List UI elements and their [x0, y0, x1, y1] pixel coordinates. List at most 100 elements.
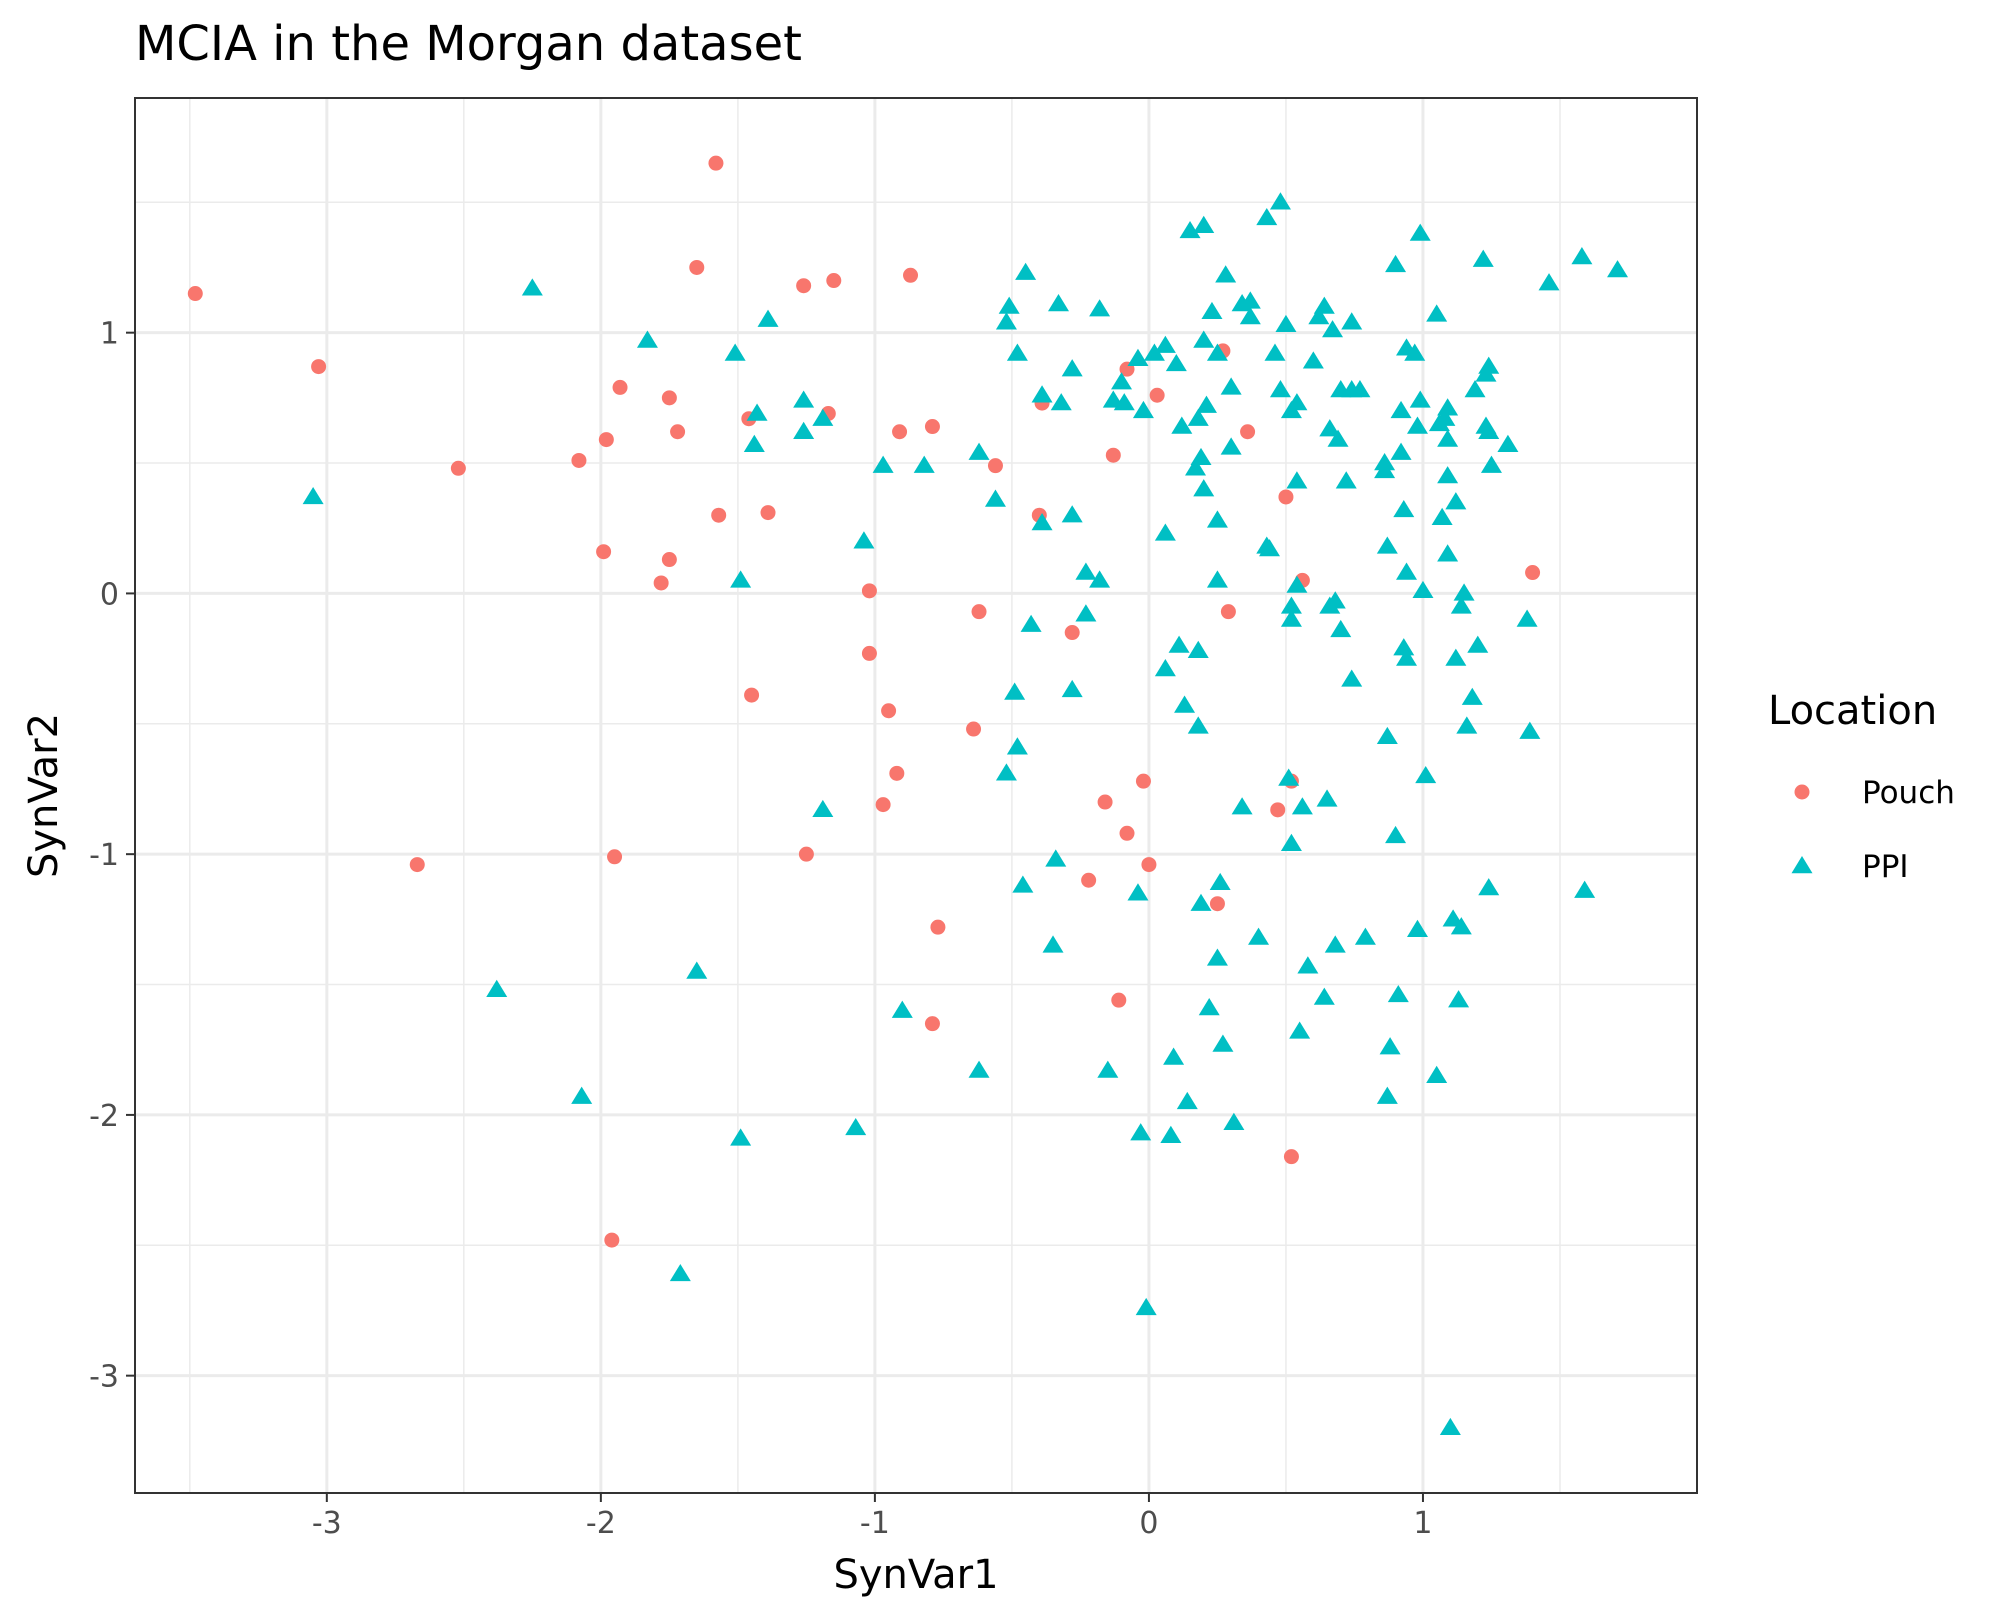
data-point-ppi — [1248, 927, 1270, 945]
data-point-ppi — [1231, 797, 1253, 815]
data-point-ppi — [1289, 1021, 1311, 1039]
data-point-ppi — [1269, 380, 1291, 398]
data-point-ppi — [1453, 583, 1475, 601]
data-point-pouch — [187, 286, 203, 302]
data-point-pouch — [892, 424, 908, 440]
data-point-ppi — [1286, 575, 1308, 593]
data-point-ppi — [1412, 580, 1434, 599]
data-point-ppi — [998, 296, 1020, 314]
data-point-pouch — [903, 267, 919, 283]
data-point-ppi — [746, 403, 768, 421]
data-point-ppi — [636, 330, 658, 348]
data-point-pouch — [612, 379, 628, 395]
data-point-pouch — [861, 645, 877, 661]
data-point-ppi — [1132, 400, 1154, 419]
data-point-ppi — [1497, 434, 1519, 452]
data-point-ppi — [1404, 343, 1426, 361]
data-point-ppi — [1004, 682, 1026, 700]
data-point-pouch — [598, 432, 614, 448]
data-point-pouch — [798, 846, 814, 862]
data-point-ppi — [1239, 307, 1261, 325]
plot-panel-background — [135, 98, 1697, 1493]
data-point-ppi — [1195, 395, 1217, 413]
data-point-pouch — [744, 687, 760, 703]
data-point-ppi — [1179, 220, 1201, 239]
data-point-ppi — [1376, 536, 1398, 554]
data-point-ppi — [1220, 437, 1242, 455]
data-point-ppi — [486, 979, 508, 997]
x-tick-label: -2 — [586, 1506, 616, 1541]
data-point-ppi — [968, 442, 990, 460]
data-point-ppi — [1385, 254, 1407, 273]
data-point-ppi — [793, 390, 815, 408]
data-point-ppi — [793, 421, 815, 439]
data-point-ppi — [1437, 429, 1459, 447]
data-point-pouch — [1149, 387, 1165, 403]
data-point-ppi — [812, 799, 834, 818]
data-point-ppi — [891, 1000, 913, 1018]
data-point-ppi — [730, 570, 752, 588]
data-point-ppi — [1269, 192, 1291, 210]
data-point-ppi — [1286, 393, 1308, 411]
data-point-ppi — [1264, 343, 1286, 361]
data-point-ppi — [1165, 353, 1187, 372]
data-point-ppi — [1445, 648, 1467, 666]
data-point-ppi — [1111, 372, 1133, 390]
data-point-ppi — [1259, 539, 1281, 557]
axis-ticks: -3 -2 -1 0 1 -3 -2 -1 0 1 — [89, 317, 1432, 1541]
data-point-pouch — [689, 259, 705, 275]
data-point-ppi — [1341, 312, 1363, 330]
data-point-ppi — [872, 455, 894, 473]
data-point-ppi — [1324, 935, 1346, 953]
data-point-ppi — [1434, 408, 1456, 426]
data-point-ppi — [1538, 273, 1560, 291]
grid — [135, 98, 1697, 1493]
y-tick-label: -3 — [89, 1360, 119, 1395]
data-point-pouch — [450, 460, 466, 476]
data-point-ppi — [1461, 687, 1483, 705]
data-point-pouch — [604, 1232, 620, 1248]
data-point-ppi — [1206, 343, 1228, 361]
data-point-ppi — [1006, 343, 1028, 361]
data-point-ppi — [1185, 458, 1207, 476]
data-point-ppi — [1472, 249, 1494, 267]
data-point-pouch — [1220, 604, 1236, 620]
data-point-ppi — [1113, 393, 1135, 411]
data-point-ppi — [1478, 421, 1500, 439]
data-point-ppi — [1201, 301, 1223, 320]
data-point-ppi — [1478, 356, 1500, 374]
data-point-ppi — [1415, 765, 1437, 784]
data-point-ppi — [1278, 768, 1300, 786]
data-point-pouch — [1135, 773, 1151, 789]
data-point-ppi — [1324, 591, 1346, 609]
data-point-ppi — [1045, 849, 1067, 867]
data-point-ppi — [1061, 359, 1083, 377]
data-point-ppi — [1187, 640, 1209, 658]
data-point-ppi — [1516, 609, 1538, 627]
x-tick-label: 0 — [1139, 1506, 1158, 1541]
data-point-ppi — [913, 455, 935, 473]
data-point-ppi — [1313, 987, 1335, 1005]
data-point-ppi — [1439, 1417, 1461, 1436]
data-point-ppi — [1154, 335, 1176, 353]
data-point-ppi — [1015, 262, 1037, 280]
data-points — [187, 155, 1629, 1436]
data-point-ppi — [1406, 919, 1428, 937]
data-point-ppi — [1047, 293, 1069, 312]
data-point-ppi — [1206, 510, 1228, 528]
data-point-ppi — [1464, 380, 1486, 398]
chart-title: MCIA in the Morgan dataset — [135, 16, 802, 72]
data-point-pouch — [670, 424, 686, 440]
data-point-pouch — [1111, 992, 1127, 1008]
data-point-ppi — [1193, 330, 1215, 348]
legend-title: Location — [1768, 688, 1937, 734]
data-point-pouch — [1525, 565, 1541, 581]
data-point-pouch — [924, 419, 940, 435]
data-point-pouch — [796, 278, 812, 294]
data-point-pouch — [661, 552, 677, 568]
data-point-ppi — [724, 343, 746, 361]
data-point-ppi — [1012, 875, 1034, 893]
data-point-ppi — [845, 1117, 867, 1136]
data-point-pouch — [930, 919, 946, 935]
data-point-ppi — [1127, 348, 1149, 366]
